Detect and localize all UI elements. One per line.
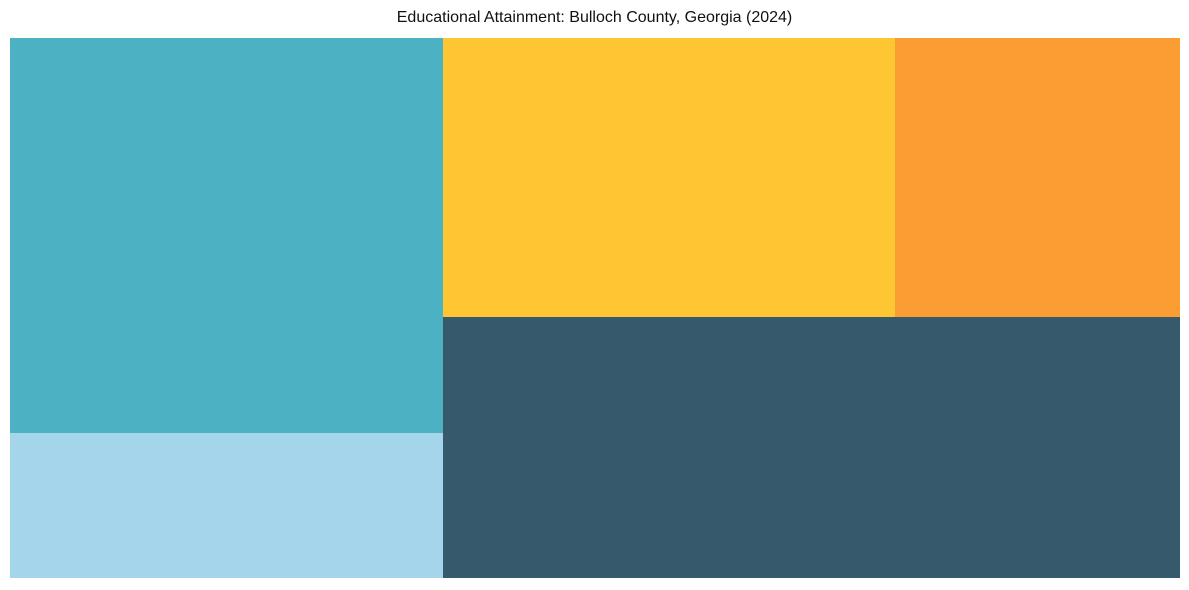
treemap-tile-orange[interactable] [895, 38, 1180, 317]
treemap-tile-dark-slate[interactable] [443, 317, 1180, 578]
treemap-tile-teal[interactable] [10, 38, 443, 433]
treemap-tile-light-blue[interactable] [10, 433, 443, 578]
treemap-tile-yellow[interactable] [443, 38, 895, 317]
chart-title: Educational Attainment: Bulloch County, … [396, 9, 793, 26]
treemap [10, 38, 1180, 578]
